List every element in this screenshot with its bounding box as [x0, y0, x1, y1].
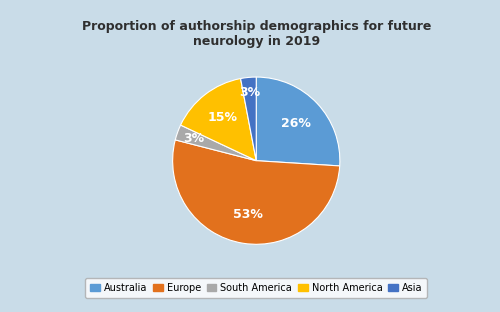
Wedge shape [176, 125, 256, 161]
Text: 3%: 3% [182, 132, 204, 144]
Text: 3%: 3% [239, 86, 260, 99]
Text: 53%: 53% [233, 208, 262, 221]
Title: Proportion of authorship demographics for future
neurology in 2019: Proportion of authorship demographics fo… [82, 20, 431, 48]
Wedge shape [256, 77, 340, 166]
Text: 26%: 26% [281, 117, 311, 130]
Text: 15%: 15% [208, 111, 238, 124]
Wedge shape [240, 77, 256, 161]
Legend: Australia, Europe, South America, North America, Asia: Australia, Europe, South America, North … [86, 278, 427, 298]
Wedge shape [180, 79, 256, 161]
Wedge shape [172, 140, 340, 244]
